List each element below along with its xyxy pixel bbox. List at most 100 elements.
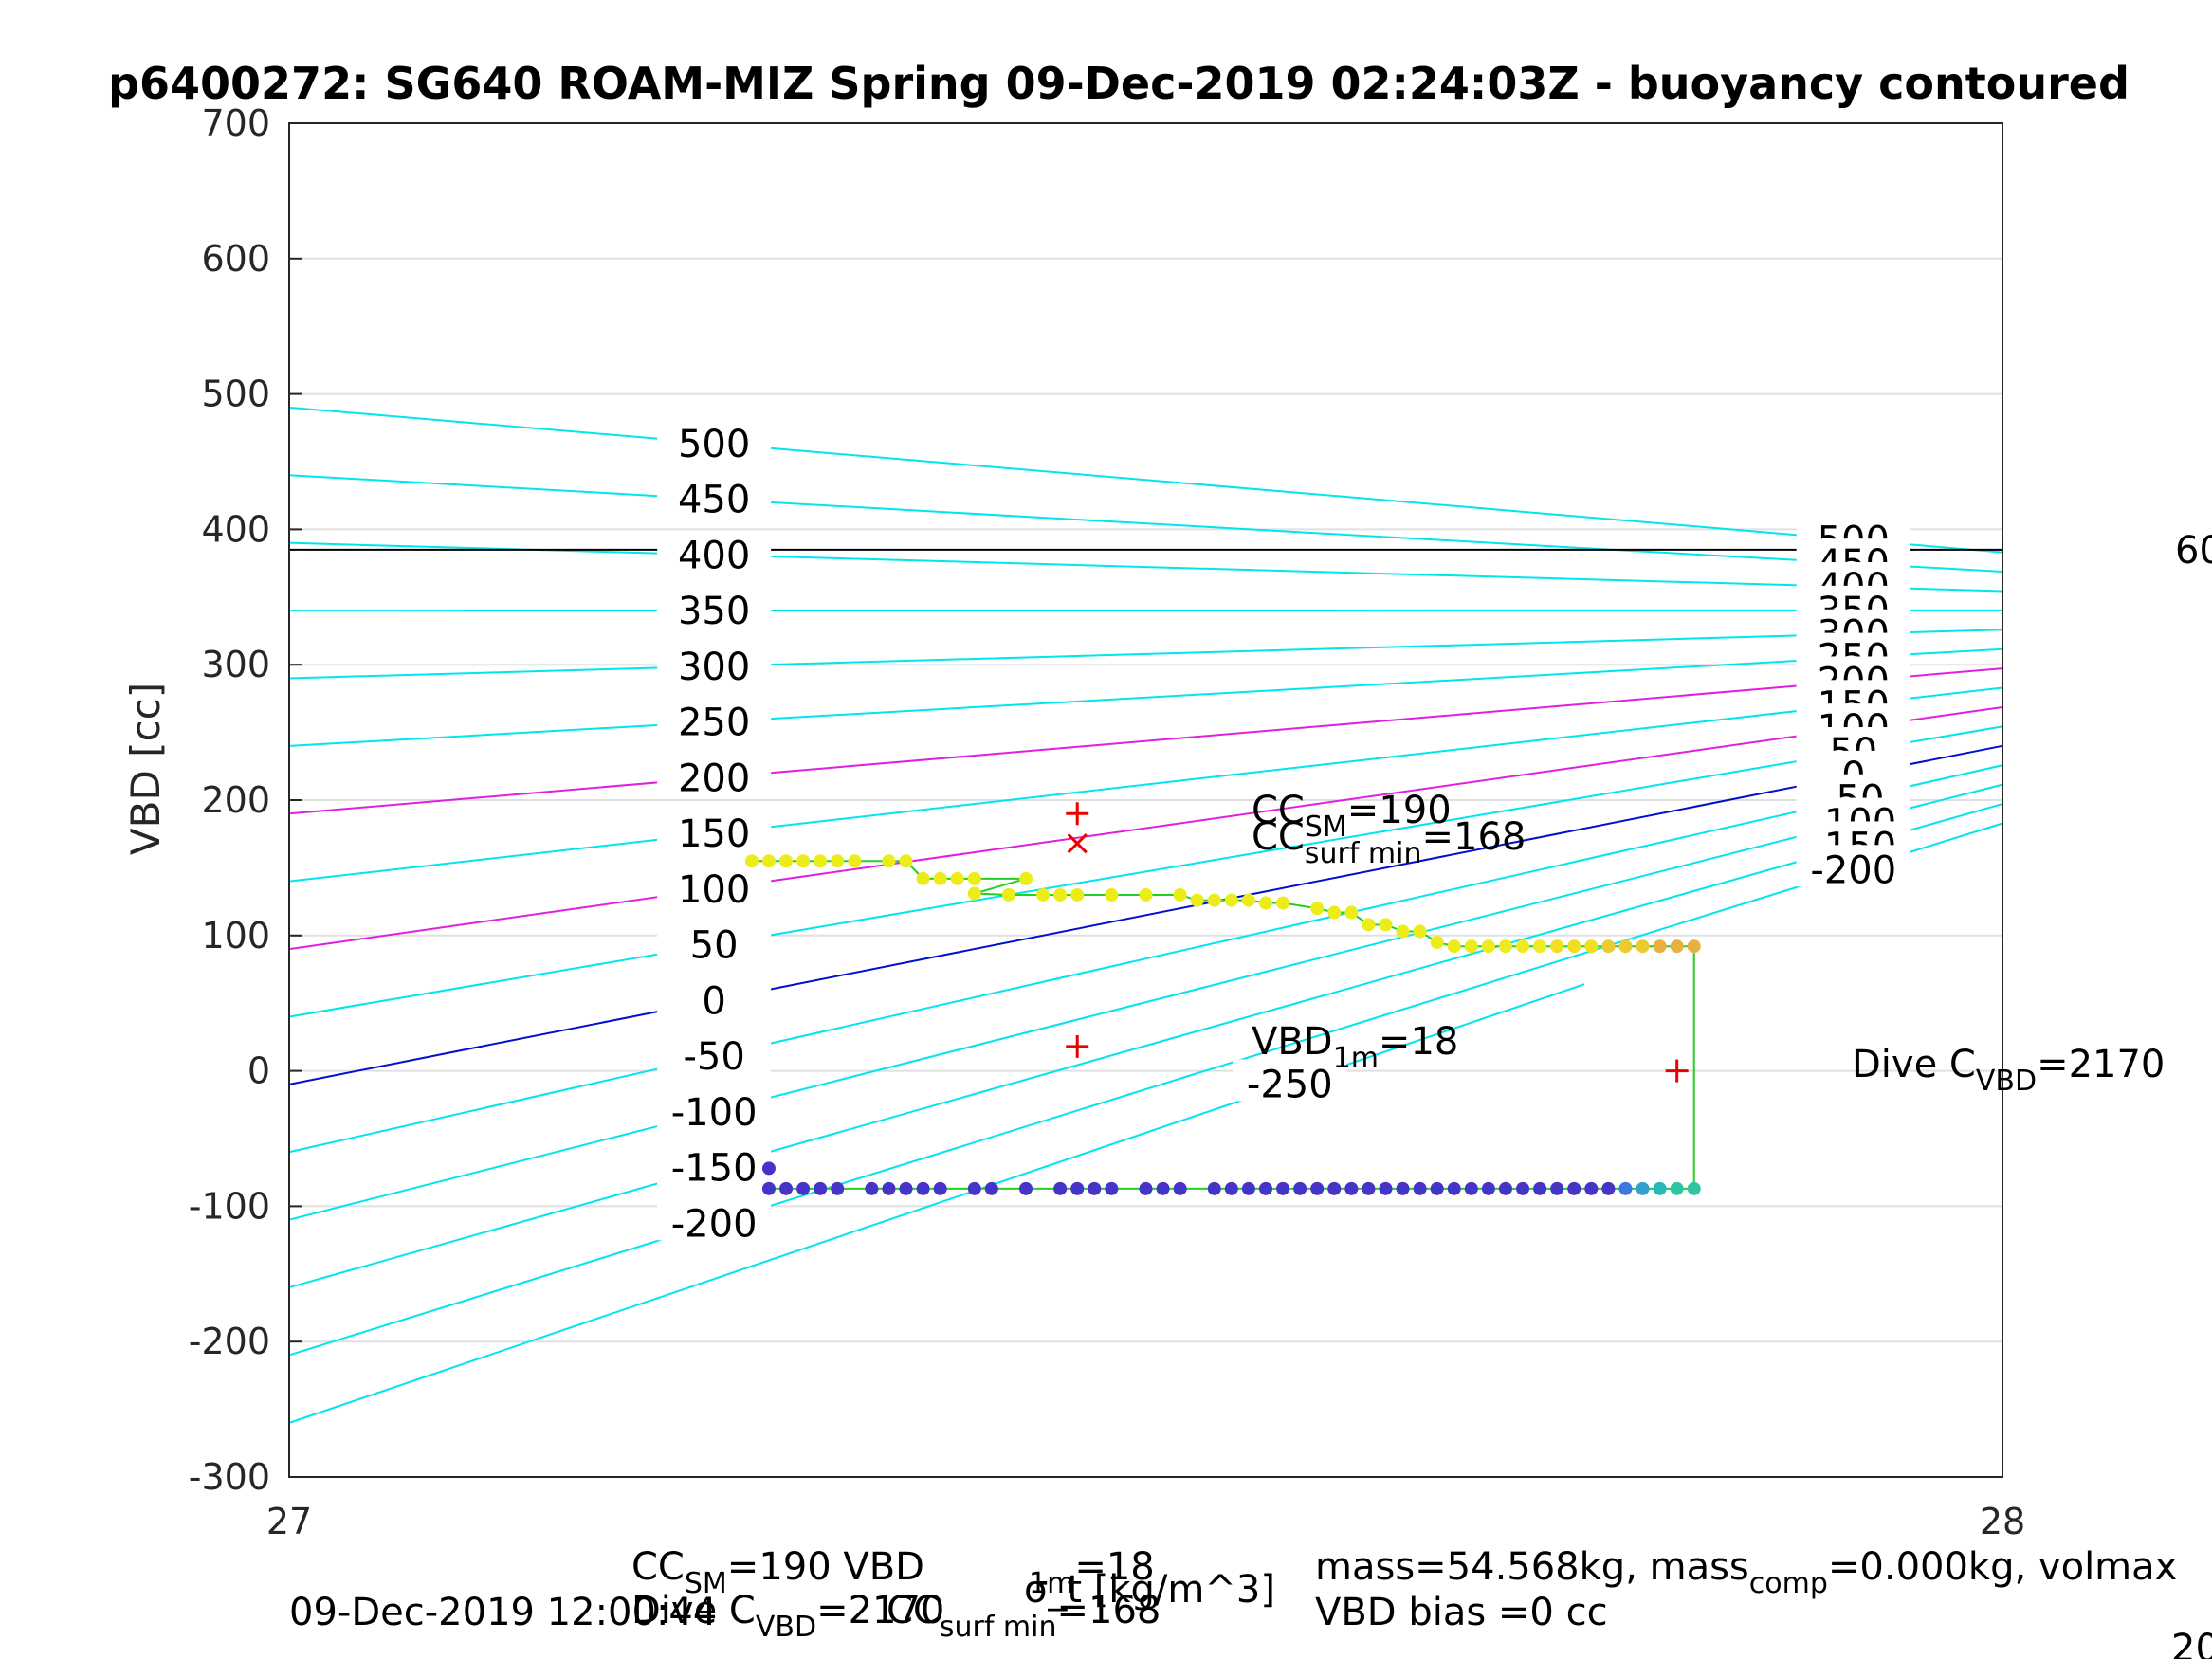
contour-label-left: -150 <box>671 1147 758 1191</box>
contour-line <box>288 783 2003 1221</box>
climb-point <box>1447 939 1461 954</box>
climb-point <box>1070 887 1085 902</box>
dive-point <box>1224 1181 1238 1195</box>
footer-vbd-bias: VBD bias =0 cc <box>1315 1591 1608 1634</box>
climb-point <box>1139 887 1153 902</box>
climb-point <box>1019 871 1033 885</box>
climb-point <box>814 854 828 868</box>
climb-point <box>1533 939 1547 954</box>
y-tick-label: -100 <box>189 1185 270 1227</box>
contour-label-bg <box>657 753 772 795</box>
contour-label-bg <box>657 920 772 962</box>
contour-label-bg <box>657 530 772 573</box>
cc-sm-annotation: CCSM=190 <box>1252 789 1452 844</box>
dive-point <box>1207 1181 1221 1195</box>
contour-line <box>288 764 2003 1154</box>
contour-line <box>288 629 2003 680</box>
contour-label-bg <box>1796 845 1910 887</box>
footer-cc-surf-min: CCsurf min=168 <box>887 1589 1161 1644</box>
y-tick-label: 200 <box>201 779 270 821</box>
contour-label-left: 200 <box>678 757 750 800</box>
y-axis-ticks: -300 -200 -100 0 100 200 300 400 500 600 700 <box>189 102 302 1498</box>
dive-point <box>882 1181 896 1195</box>
y-tick-label: 600 <box>201 238 270 280</box>
climb-point <box>1190 893 1204 907</box>
climb-point <box>1053 887 1068 902</box>
reference-markers <box>1066 802 1689 1083</box>
contour-label-bg <box>657 1142 772 1185</box>
climb-point <box>761 854 776 868</box>
y-tick-label: 300 <box>201 644 270 685</box>
dive-point <box>967 1181 981 1195</box>
contour-line <box>288 667 2003 815</box>
climb-point <box>1550 939 1564 954</box>
climb-point <box>1653 939 1667 954</box>
climb-point <box>1430 935 1444 949</box>
climb-point <box>967 871 981 885</box>
climb-point <box>1258 896 1272 910</box>
climb-point <box>1687 939 1701 954</box>
contour-label-bg <box>657 586 772 629</box>
grid-lines <box>289 122 2002 1478</box>
climb-point <box>1105 887 1119 902</box>
contour-label-left: 500 <box>678 423 750 466</box>
climb-point <box>1396 924 1410 939</box>
climb-point <box>950 871 964 885</box>
y-tick-label: 700 <box>201 102 270 144</box>
contour-line <box>288 541 2003 592</box>
contour-label-left: 450 <box>678 479 750 522</box>
x-axis-label: σ_t [kg/m^3] <box>1024 1568 1275 1612</box>
climb-point <box>1310 902 1325 916</box>
y-tick-label: 500 <box>201 374 270 415</box>
climb-point <box>1584 939 1599 954</box>
dive-point <box>831 1181 845 1195</box>
dive-point <box>1464 1181 1478 1195</box>
climb-point <box>1618 939 1633 954</box>
footer-vbd-1m: 1m=18 <box>1029 1545 1155 1600</box>
dive-point <box>1396 1181 1410 1195</box>
climb-point <box>1344 905 1359 920</box>
dive-point <box>1533 1181 1547 1195</box>
dive-point <box>1550 1181 1564 1195</box>
dive-point <box>761 1161 776 1176</box>
y-axis-label: VBD [cc] <box>122 683 169 855</box>
climb-point <box>1241 893 1255 907</box>
climb-point <box>1224 893 1238 907</box>
dive-point <box>814 1181 828 1195</box>
dive-point <box>1088 1181 1102 1195</box>
climb-point <box>1001 887 1015 902</box>
climb-point <box>1498 939 1512 954</box>
contour-line <box>288 686 2003 883</box>
dive-point <box>1241 1181 1255 1195</box>
footer-info: CCSM=190 VBD 1m=18σ_t [kg/m^3] 09-Dec-2019… <box>289 1545 2212 1659</box>
climb-point <box>1379 918 1393 932</box>
y-tick-label: 400 <box>201 508 270 550</box>
dive-point <box>1516 1181 1530 1195</box>
dive-point <box>1156 1181 1170 1195</box>
dive-point <box>1173 1181 1187 1195</box>
dive-point <box>1601 1181 1616 1195</box>
dive-point <box>1053 1181 1068 1195</box>
dive-point <box>1070 1181 1085 1195</box>
climb-trace <box>751 860 1694 948</box>
dive-point <box>1430 1181 1444 1195</box>
climb-point <box>1636 939 1650 954</box>
dive-point <box>984 1181 998 1195</box>
dive-point <box>1362 1181 1376 1195</box>
contour-line <box>288 725 2003 1018</box>
contour-label-left: -100 <box>671 1091 758 1135</box>
dive-point <box>1481 1181 1495 1195</box>
dive-point <box>899 1181 913 1195</box>
dive-point <box>1344 1181 1359 1195</box>
y-tick-label: -200 <box>189 1321 270 1362</box>
footer-line1: CCSM=190 VBD <box>631 1545 924 1600</box>
dive-point <box>1327 1181 1342 1195</box>
x-tick-label: 28 <box>1980 1501 2025 1542</box>
climb-point <box>882 854 896 868</box>
contour-label-bg <box>657 418 772 461</box>
dive-point <box>916 1181 930 1195</box>
climb-point <box>1516 939 1530 954</box>
climb-point <box>1036 887 1051 902</box>
y-tick-label: 100 <box>201 915 270 957</box>
